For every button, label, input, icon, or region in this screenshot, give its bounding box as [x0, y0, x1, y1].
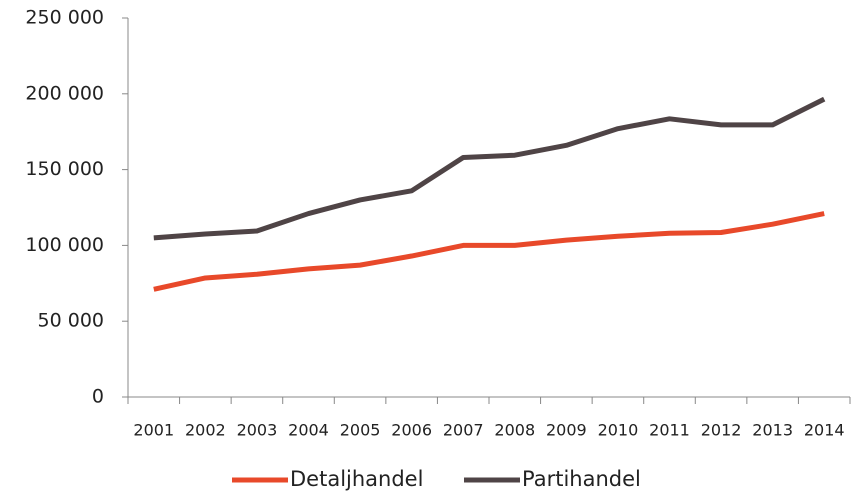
y-tick-label: 150 000: [25, 158, 104, 180]
x-tick-label: 2006: [391, 421, 432, 440]
y-tick-label: 50 000: [38, 310, 104, 332]
x-tick-label: 2003: [237, 421, 278, 440]
x-tick-label: 2009: [546, 421, 587, 440]
line-series: [153, 211, 825, 292]
x-tick-label: 2005: [340, 421, 381, 440]
x-tick-label: 2013: [752, 421, 793, 440]
x-tick-label: 2010: [598, 421, 639, 440]
x-tick-label: 2008: [494, 421, 535, 440]
y-tick-label: 100 000: [25, 234, 104, 256]
x-tick-label: 2002: [185, 421, 226, 440]
x-tick-label: 2007: [443, 421, 484, 440]
legend-label: Partihandel: [522, 467, 641, 491]
y-tick-label: 200 000: [25, 82, 104, 104]
line-series: [153, 96, 826, 241]
y-tick-label: 250 000: [25, 7, 104, 29]
x-tick-label: 2004: [288, 421, 329, 440]
x-tick-label: 2011: [649, 421, 690, 440]
legend-label: Detaljhandel: [290, 467, 423, 491]
x-tick-label: 2014: [804, 421, 845, 440]
x-tick-label: 2001: [133, 421, 174, 440]
y-tick-label: 0: [92, 386, 104, 408]
x-tick-label: 2012: [701, 421, 742, 440]
